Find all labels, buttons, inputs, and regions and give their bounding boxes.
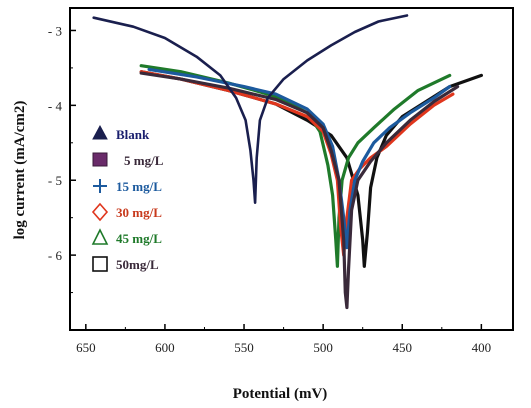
- legend-marker-4: [91, 228, 109, 245]
- legend-label-1: 5 mg/L: [124, 153, 164, 168]
- y-tick-label: - 5: [48, 173, 62, 188]
- legend-label-2: 15 mg/L: [116, 179, 162, 194]
- legend-marker-2: [93, 179, 107, 193]
- legend-label-4: 45 mg/L: [116, 231, 162, 246]
- y-tick-label: - 3: [48, 23, 62, 38]
- plot-frame: [69, 7, 514, 331]
- x-tick-label: 450: [393, 340, 413, 355]
- y-tick-label: - 4: [48, 98, 63, 113]
- x-tick-label: 600: [155, 340, 175, 355]
- legend-marker-0: [92, 124, 108, 140]
- x-tick-label: 550: [234, 340, 254, 355]
- axes: 650 600 550 500 450 400 - 3 - 4 - 5 - 6: [48, 7, 514, 355]
- legend-label-0: Blank: [116, 127, 150, 142]
- y-tick-label: - 6: [48, 248, 63, 263]
- series-line-2: [147, 67, 452, 250]
- y-axis-title: log current (mA/cm2): [12, 101, 28, 240]
- legend: Blank 5 mg/L 15 mg/L 30 mg/L 45 mg/L 50mg/L: [91, 124, 164, 272]
- x-axis-title: Potential (mV): [233, 386, 328, 402]
- series-line-0: [92, 14, 409, 204]
- legend-label-5: 50mg/L: [116, 257, 159, 272]
- x-tick-label: 650: [76, 340, 96, 355]
- series-line-1: [139, 71, 460, 310]
- legend-marker-5: [92, 256, 108, 272]
- series-line-4: [139, 64, 452, 268]
- x-tick-label: 400: [472, 340, 492, 355]
- legend-marker-1: [92, 152, 108, 167]
- legend-marker-3: [91, 202, 109, 222]
- legend-label-3: 30 mg/L: [116, 205, 162, 220]
- x-tick-label: 500: [313, 340, 333, 355]
- series-lines: [92, 14, 483, 310]
